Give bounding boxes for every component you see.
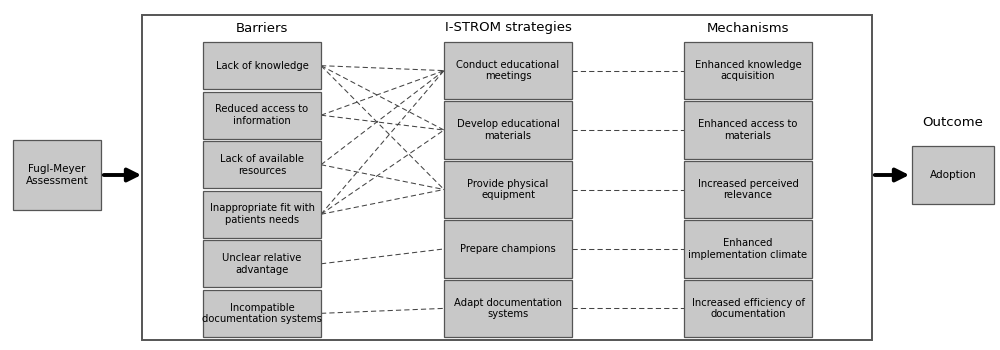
Text: Lack of available
resources: Lack of available resources xyxy=(220,154,304,176)
Bar xyxy=(203,42,321,89)
Bar xyxy=(203,92,321,139)
Text: Enhanced access to
materials: Enhanced access to materials xyxy=(698,119,798,141)
Bar xyxy=(684,102,812,159)
Text: Incompatible
documentation systems: Incompatible documentation systems xyxy=(202,302,322,324)
Text: Provide physical
equipment: Provide physical equipment xyxy=(467,179,549,200)
Bar xyxy=(444,220,572,278)
Bar xyxy=(13,140,101,210)
Text: Unclear relative
advantage: Unclear relative advantage xyxy=(222,253,302,275)
Text: Barriers: Barriers xyxy=(236,21,288,35)
Bar xyxy=(444,161,572,218)
Bar xyxy=(203,290,321,337)
Text: Adoption: Adoption xyxy=(930,170,976,180)
Text: Enhanced knowledge
acquisition: Enhanced knowledge acquisition xyxy=(695,60,801,82)
Text: Fugl-Meyer
Assessment: Fugl-Meyer Assessment xyxy=(26,164,88,186)
Bar xyxy=(444,42,572,99)
Text: Increased efficiency of
documentation: Increased efficiency of documentation xyxy=(692,298,804,319)
Text: Reduced access to
information: Reduced access to information xyxy=(215,104,309,126)
Text: Adapt documentation
systems: Adapt documentation systems xyxy=(454,298,562,319)
Bar xyxy=(684,280,812,337)
Text: Prepare champions: Prepare champions xyxy=(460,244,556,254)
Bar xyxy=(203,141,321,188)
Text: Mechanisms: Mechanisms xyxy=(707,21,789,35)
Text: Increased perceived
relevance: Increased perceived relevance xyxy=(698,179,798,200)
Bar xyxy=(444,102,572,159)
Bar xyxy=(684,220,812,278)
Bar xyxy=(684,42,812,99)
Text: Enhanced
implementation climate: Enhanced implementation climate xyxy=(688,238,808,260)
Bar xyxy=(684,161,812,218)
Text: Inappropriate fit with
patients needs: Inappropriate fit with patients needs xyxy=(210,203,314,225)
Bar xyxy=(912,146,994,204)
Text: Conduct educational
meetings: Conduct educational meetings xyxy=(456,60,560,82)
Text: Lack of knowledge: Lack of knowledge xyxy=(216,61,308,71)
Bar xyxy=(444,280,572,337)
Text: Outcome: Outcome xyxy=(923,117,983,130)
Text: Develop educational
materials: Develop educational materials xyxy=(457,119,559,141)
Bar xyxy=(203,191,321,238)
Text: I-STROM strategies: I-STROM strategies xyxy=(445,21,571,35)
Bar xyxy=(203,240,321,287)
Bar xyxy=(142,15,872,340)
